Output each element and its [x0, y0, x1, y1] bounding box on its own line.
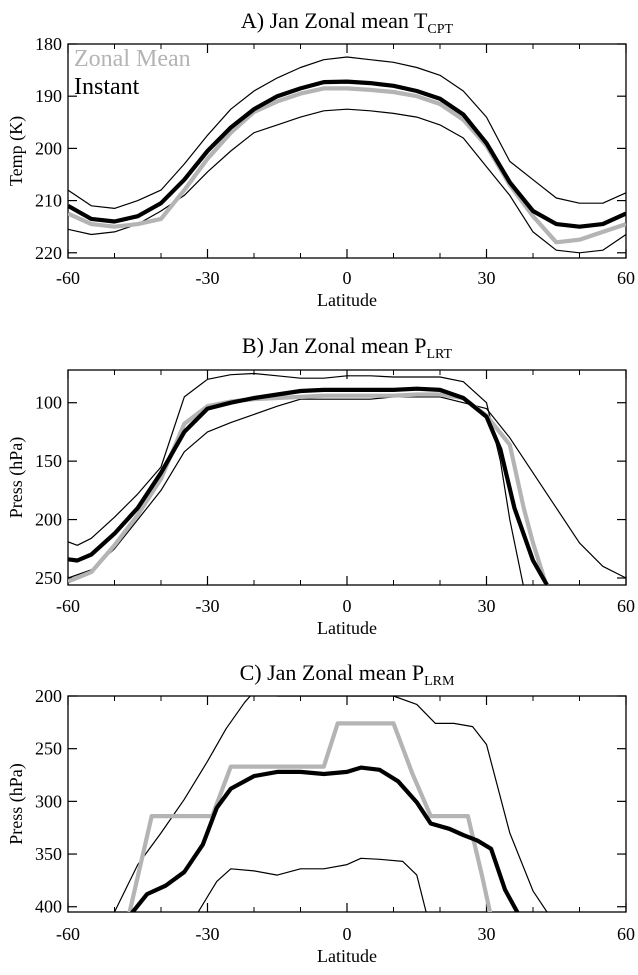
series-lower-bound [68, 396, 626, 579]
y-tick-label: 100 [35, 393, 62, 413]
chart-panel-c: C) Jan Zonal mean PLRM -60 -30 0 30 60 200 250 3… [6, 660, 635, 966]
x-axis-label: Latitude [317, 618, 377, 638]
x-tick-label: 0 [343, 596, 352, 616]
y-tick-label: 250 [35, 739, 62, 759]
legend-zonal-mean: Zonal Mean [74, 46, 191, 72]
y-axis-label: Temp (K) [6, 116, 27, 186]
series-upper-bound [68, 372, 524, 585]
chart-title: C) Jan Zonal mean PLRM [240, 660, 455, 689]
x-tick-label: -30 [196, 924, 220, 944]
x-tick-label: -60 [56, 924, 80, 944]
x-tick-label: 60 [617, 268, 635, 288]
x-axis-label: Latitude [317, 946, 377, 966]
series-group [68, 56, 626, 254]
series-lower-bound [197, 857, 427, 912]
chart-panel-b: B) Jan Zonal mean PLRT -60 -30 0 30 60 100 150 2… [6, 333, 635, 638]
y-tick-label: 150 [35, 451, 62, 471]
series-group [113, 696, 548, 912]
y-tick-label: 210 [35, 191, 62, 211]
x-tick-label: 30 [478, 596, 496, 616]
y-tick-label: 190 [35, 86, 62, 106]
x-tick-label: 60 [617, 924, 635, 944]
x-tick-label: -60 [56, 268, 80, 288]
chart-panel-a: A) Jan Zonal mean TCPT -60 -30 0 30 60 180 190 2… [6, 8, 635, 310]
series-upper-bound [113, 696, 548, 912]
x-tick-label: -30 [196, 596, 220, 616]
y-tick-label: 220 [35, 243, 62, 263]
x-tick-label: 30 [478, 924, 496, 944]
y-tick-label: 350 [35, 844, 62, 864]
series-zonal-mean [68, 86, 626, 245]
series-instant [68, 79, 626, 229]
y-tick-label: 300 [35, 791, 62, 811]
legend-instant: Instant [74, 74, 140, 100]
series-zonal-mean [127, 721, 493, 912]
x-tick-label: -60 [56, 596, 80, 616]
y-tick-label: 250 [35, 568, 62, 588]
series-zonal-mean [68, 392, 549, 585]
x-tick-label: 30 [478, 268, 496, 288]
y-tick-label: 200 [35, 510, 62, 530]
series-instant [129, 765, 520, 912]
chart-title: A) Jan Zonal mean TCPT [241, 8, 454, 37]
series-lower-bound [68, 108, 626, 254]
plot-frame [67, 695, 627, 913]
y-tick-label: 200 [35, 138, 62, 158]
x-tick-label: 0 [343, 268, 352, 288]
chart-title: B) Jan Zonal mean PLRT [242, 333, 453, 362]
x-axis-label: Latitude [317, 290, 377, 310]
y-axis-label: Press (hPa) [6, 763, 27, 845]
y-tick-label: 200 [35, 686, 62, 706]
x-tick-label: -30 [196, 268, 220, 288]
series-instant [68, 386, 549, 585]
x-tick-label: 60 [617, 596, 635, 616]
y-axis-label: Press (hPa) [6, 437, 27, 519]
series-upper-bound [68, 56, 626, 209]
y-tick-label: 400 [35, 897, 62, 917]
x-tick-label: 0 [343, 924, 352, 944]
series-group [68, 372, 626, 585]
y-tick-label: 180 [35, 34, 62, 54]
